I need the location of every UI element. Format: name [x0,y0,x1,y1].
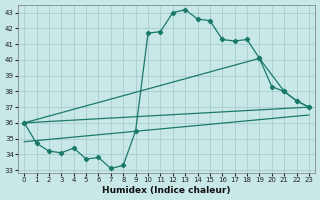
X-axis label: Humidex (Indice chaleur): Humidex (Indice chaleur) [102,186,231,195]
